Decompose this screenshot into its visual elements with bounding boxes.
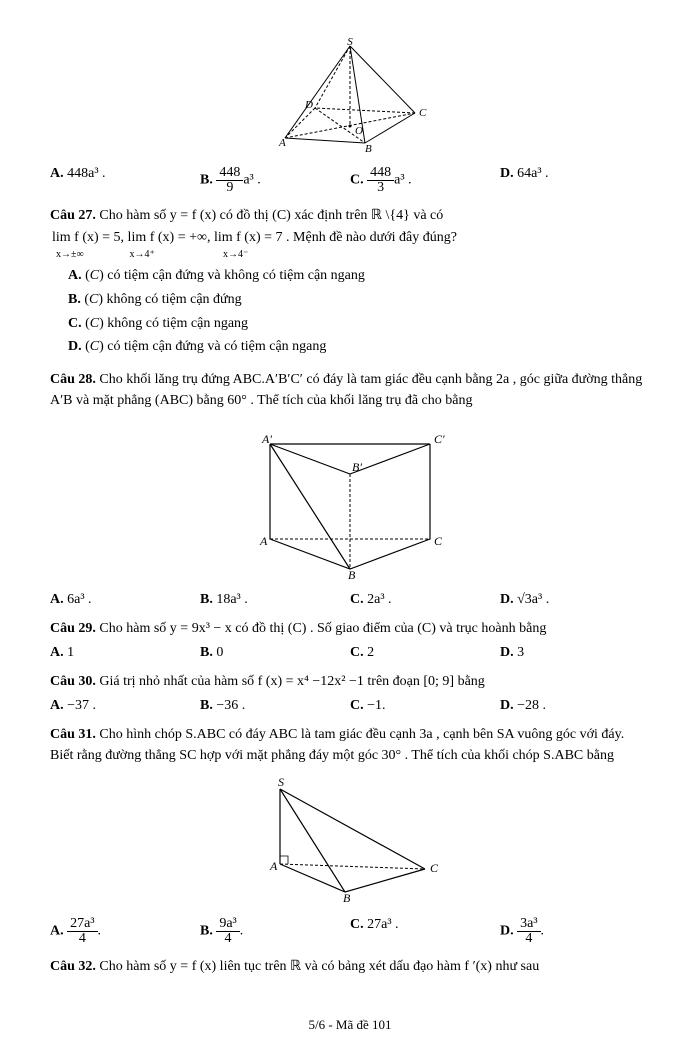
svg-text:B: B <box>348 568 356 579</box>
q31-options: A. 27a³4. B. 9a³4. C. 27a³ . D. 3a³4. <box>50 917 650 946</box>
q27-B: B. (C) không có tiệm cận đứng <box>68 288 650 312</box>
figure-q31: S A B C <box>50 774 650 909</box>
q26-optA: A. 448a³ . <box>50 166 200 195</box>
q30-options: A. −37 . B. −36 . C. −1. D. −28 . <box>50 698 650 714</box>
svg-text:A: A <box>269 859 278 873</box>
q26-optD: D. 64a³ . <box>500 166 650 195</box>
svg-text:A: A <box>278 137 286 149</box>
q27-C: C. (C) không có tiệm cận ngang <box>68 312 650 336</box>
figure-q26: S A B C D O <box>50 38 650 158</box>
page-footer: 5/6 - Mã đề 101 <box>50 1017 650 1033</box>
q27-limits: lim f (x) = 5, lim f (x) = +∞, lim f (x)… <box>52 230 650 262</box>
q26-optC: C. 4483a³ . <box>350 166 500 195</box>
q31-text: Câu 31. Cho hình chóp S.ABC có đáy ABC l… <box>50 724 650 766</box>
svg-text:S: S <box>347 38 353 48</box>
q29-text: Câu 29. Cho hàm số y = 9x³ − x có đồ thị… <box>50 618 650 639</box>
svg-text:C′: C′ <box>434 432 445 446</box>
svg-text:S: S <box>278 775 284 789</box>
svg-text:D: D <box>304 99 313 111</box>
svg-text:A: A <box>259 534 268 548</box>
q32-text: Câu 32. Cho hàm số y = f (x) liên tục tr… <box>50 956 650 977</box>
svg-text:B: B <box>365 143 372 153</box>
figure-q28: A′ B′ C′ A B C <box>50 419 650 584</box>
svg-text:A′: A′ <box>261 432 272 446</box>
q26-options: A. 448a³ . B. 4489a³ . C. 4483a³ . D. 64… <box>50 166 650 195</box>
svg-text:B: B <box>343 891 351 904</box>
q27-A: A. (C) có tiệm cận đứng và không có tiệm… <box>68 264 650 288</box>
q26-optB: B. 4489a³ . <box>200 166 350 195</box>
q27-D: D. (C) có tiệm cận đứng và có tiệm cận n… <box>68 335 650 359</box>
svg-text:B′: B′ <box>352 460 362 474</box>
svg-text:C: C <box>430 861 439 875</box>
svg-text:O: O <box>355 125 363 137</box>
svg-text:C: C <box>419 107 427 119</box>
q28-text: Câu 28. Cho khối lăng trụ đứng ABC.A′B′C… <box>50 369 650 411</box>
svg-text:C: C <box>434 534 443 548</box>
q27-choices: A. (C) có tiệm cận đứng và không có tiệm… <box>68 264 650 359</box>
q30-text: Câu 30. Giá trị nhỏ nhất của hàm số f (x… <box>50 671 650 692</box>
q29-options: A. 1 B. 0 C. 2 D. 3 <box>50 645 650 661</box>
q27-text: Câu 27. Cho hàm số y = f (x) có đồ thị (… <box>50 205 650 226</box>
q28-options: A. 6a³ . B. 18a³ . C. 2a³ . D. √3a³ . <box>50 592 650 608</box>
